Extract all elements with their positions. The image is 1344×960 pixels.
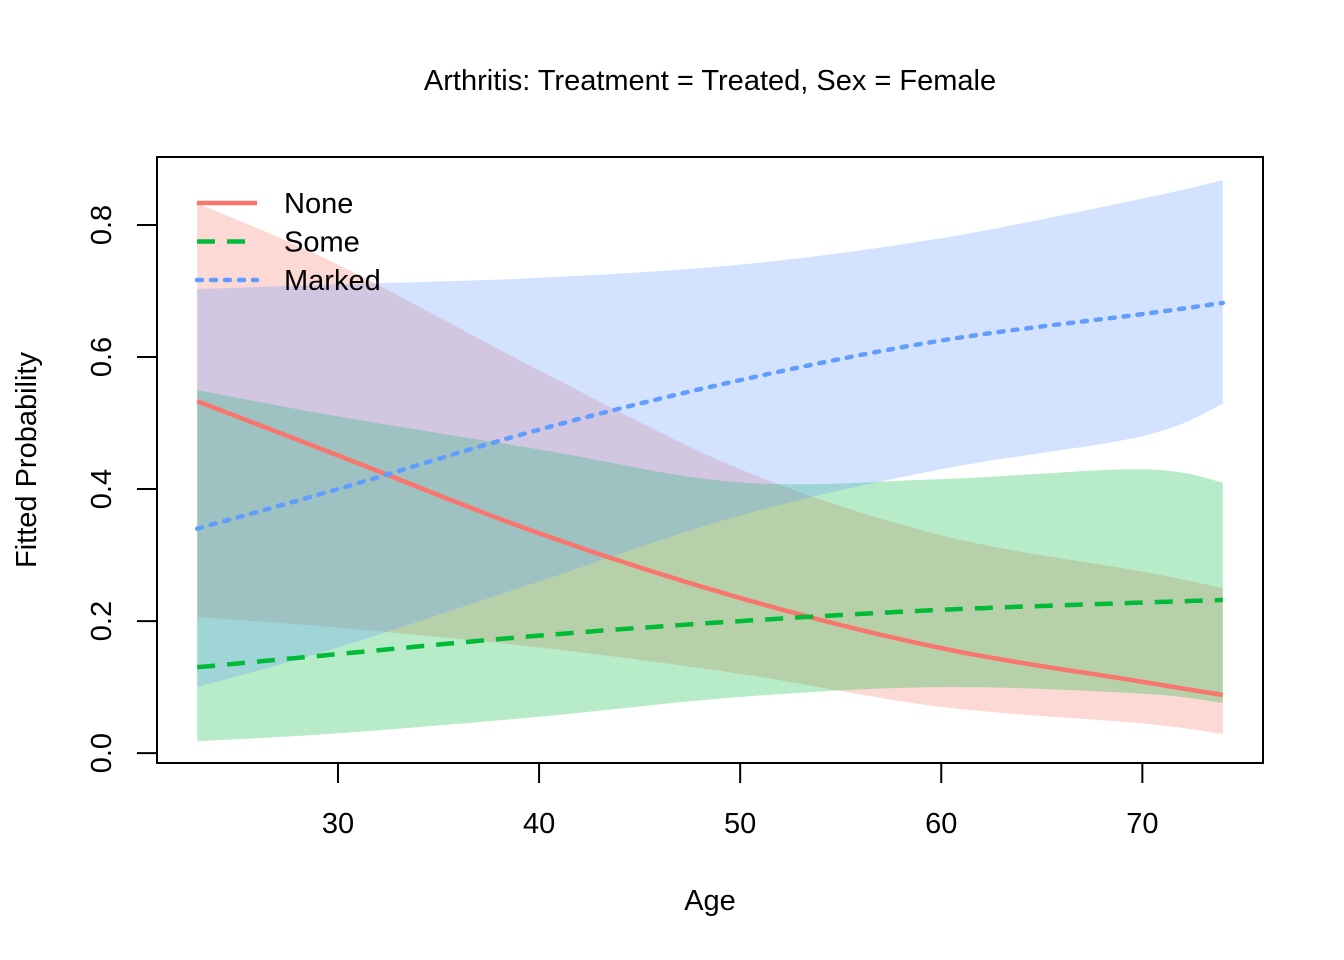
fitted-lines <box>194 300 1226 698</box>
x-axis: 30 40 50 60 70 <box>322 762 1158 840</box>
x-tick-label: 50 <box>724 808 756 840</box>
x-tick-label: 30 <box>322 808 354 840</box>
x-tick-label: 70 <box>1126 808 1158 840</box>
x-tick-label: 60 <box>925 808 957 840</box>
fitted-line-none <box>196 399 1224 698</box>
legend-label-some: Some <box>284 227 360 259</box>
y-tick-label: 0.4 <box>86 469 118 509</box>
legend-label-none: None <box>284 188 353 220</box>
confidence-band-marked <box>197 180 1223 688</box>
x-axis-label: Age <box>684 885 736 917</box>
y-axis-label: Fitted Probability <box>11 352 43 568</box>
confidence-band-none <box>197 203 1223 734</box>
chart-title: Arthritis: Treatment = Treated, Sex = Fe… <box>424 65 996 97</box>
y-tick-label: 0.2 <box>86 601 118 641</box>
y-axis: 0.0 0.2 0.4 0.6 0.8 <box>86 205 158 773</box>
legend-label-marked: Marked <box>284 265 381 297</box>
y-tick-label: 0.8 <box>86 205 118 245</box>
legend: None Some Marked <box>194 188 381 297</box>
fitted-line-marked <box>194 300 1226 531</box>
y-tick-label: 0.0 <box>86 733 118 773</box>
y-tick-label: 0.6 <box>86 337 118 377</box>
x-tick-label: 40 <box>523 808 555 840</box>
fitted-line-some <box>196 597 1223 670</box>
